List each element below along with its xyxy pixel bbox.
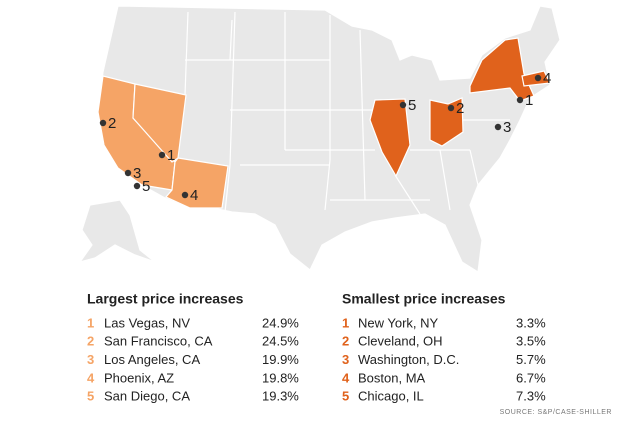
marker-label: 4 <box>543 70 551 87</box>
nevada <box>132 83 187 163</box>
city: Cleveland, OH <box>358 334 443 349</box>
rank: 5 <box>87 389 94 404</box>
rank: 3 <box>87 352 94 367</box>
city: Chicago, IL <box>358 389 424 404</box>
marker-label: 4 <box>190 187 198 204</box>
arizona <box>165 157 229 209</box>
city: Boston, MA <box>358 370 426 385</box>
us-map <box>78 5 561 274</box>
list-title: Smallest price increases <box>342 291 506 307</box>
marker-dot <box>516 96 524 104</box>
value: 24.5% <box>262 334 299 349</box>
marker-dot <box>447 104 455 112</box>
value: 19.8% <box>262 370 299 385</box>
lists: Largest price increases 1 Las Vegas, NV 24.… <box>87 291 546 404</box>
marker-dot <box>124 169 132 177</box>
value: 3.3% <box>516 315 546 330</box>
city: Los Angeles, CA <box>104 352 200 367</box>
city: San Francisco, CA <box>104 334 213 349</box>
marker-dot <box>158 151 166 159</box>
rank: 1 <box>342 315 349 330</box>
city: San Diego, CA <box>104 389 190 404</box>
marker-dot <box>181 191 189 199</box>
value: 6.7% <box>516 370 546 385</box>
marker-label: 5 <box>142 178 150 195</box>
source: SOURCE: S&P/CASE-SHILLER <box>500 409 612 416</box>
state-lines <box>184 11 510 215</box>
marker-label: 5 <box>408 97 416 114</box>
marker-label: 2 <box>108 115 116 132</box>
value: 19.9% <box>262 352 299 367</box>
rank: 4 <box>342 370 350 385</box>
rank: 5 <box>342 389 349 404</box>
marker-dot <box>99 119 107 127</box>
rank: 3 <box>342 352 349 367</box>
alaska <box>78 199 156 264</box>
marker-label: 3 <box>133 165 141 182</box>
city: Las Vegas, NV <box>104 315 190 330</box>
marker-label: 1 <box>525 92 533 109</box>
marker-dot <box>494 123 502 131</box>
value: 19.3% <box>262 389 299 404</box>
rank: 1 <box>87 315 94 330</box>
marker-dot <box>399 101 407 109</box>
city: Phoenix, AZ <box>104 370 174 385</box>
value: 3.5% <box>516 334 546 349</box>
list-title: Largest price increases <box>87 291 244 307</box>
marker-label: 2 <box>456 100 464 117</box>
marker-dot <box>133 182 141 190</box>
city: Washington, D.C. <box>358 352 459 367</box>
city: New York, NY <box>358 315 439 330</box>
rank: 2 <box>342 334 349 349</box>
rank: 4 <box>87 370 95 385</box>
value: 24.9% <box>262 315 299 330</box>
rank: 2 <box>87 334 94 349</box>
marker-dot <box>534 74 542 82</box>
marker-label: 3 <box>503 119 511 136</box>
value: 5.7% <box>516 352 546 367</box>
illinois <box>369 98 411 178</box>
value: 7.3% <box>516 389 546 404</box>
marker-label: 1 <box>167 147 175 164</box>
ohio <box>429 97 464 147</box>
